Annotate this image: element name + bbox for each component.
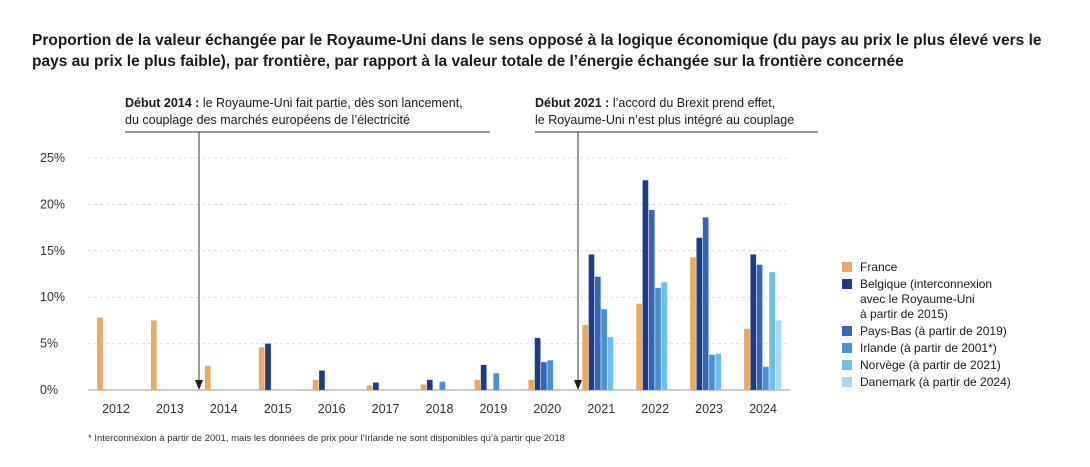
legend-swatch — [842, 360, 852, 370]
annotation-2021-line1: l’accord du Brexit prend effet, — [609, 96, 776, 110]
x-tick-label: 2020 — [533, 402, 561, 416]
annotation-2021-bold: Début 2021 : — [535, 96, 610, 110]
bar — [756, 264, 763, 390]
bar — [655, 287, 661, 390]
legend-item: Danemark (à partir de 2024) — [842, 375, 1052, 390]
legend-label-line: à partir de 2015) — [860, 307, 949, 321]
annotation-2021-line2: le Royaume-Uni n’est plus intégré au cou… — [535, 113, 795, 127]
bar — [258, 347, 265, 390]
legend-label-line: avec le Royaume-Uni — [860, 292, 975, 306]
legend-label-line: Irlande (à partir de 2001*) — [860, 341, 997, 355]
annotation-arrow-head — [195, 380, 203, 390]
bar — [372, 382, 379, 390]
legend-label: Irlande (à partir de 2001*) — [860, 341, 997, 356]
legend-swatch — [842, 279, 852, 289]
bar — [690, 257, 696, 390]
x-tick-label: 2023 — [695, 402, 723, 416]
bar — [534, 338, 541, 390]
legend-label: Danemark (à partir de 2024) — [860, 375, 1011, 390]
legend-swatch — [842, 262, 852, 272]
annotation-2014-line2: du couplage des marchés européens de l’é… — [125, 113, 410, 127]
bar — [493, 373, 500, 390]
y-tick-label: 25% — [40, 151, 65, 165]
y-tick-label: 10% — [40, 290, 65, 304]
bar — [439, 381, 446, 390]
x-tick-label: 2017 — [372, 402, 400, 416]
legend-label-line: Belgique (interconnexion — [860, 277, 993, 291]
bar — [702, 217, 709, 390]
bar — [594, 276, 601, 390]
bar — [744, 328, 750, 390]
y-tick-label: 15% — [40, 244, 65, 258]
bar — [636, 303, 642, 390]
bar — [696, 237, 703, 390]
bar — [474, 379, 481, 390]
legend-label: Norvège (à partir de 2021) — [860, 358, 1001, 373]
bar — [601, 309, 607, 390]
bar — [750, 254, 757, 390]
x-tick-label: 2015 — [264, 402, 292, 416]
x-tick-label: 2013 — [156, 402, 184, 416]
bar — [775, 320, 782, 390]
chart-title: Proportion de la valeur échangée par le … — [32, 32, 1042, 70]
annotation-2021: Début 2021 : l’accord du Brexit prend ef… — [535, 95, 794, 129]
x-tick-label: 2022 — [641, 402, 669, 416]
bar — [319, 370, 325, 390]
bar — [480, 364, 487, 390]
annotation-2014: Début 2014 : le Royaume-Uni fait partie,… — [125, 95, 463, 129]
chart-legend: France Belgique (interconnexion avec le Ro… — [842, 260, 1052, 392]
legend-item: Pays-Bas (à partir de 2019) — [842, 324, 1052, 339]
bar — [547, 360, 554, 390]
legend-label: Pays-Bas (à partir de 2019) — [860, 324, 1007, 339]
x-tick-label: 2012 — [102, 402, 130, 416]
legend-swatch — [842, 343, 852, 353]
bar — [312, 379, 319, 390]
y-tick-label: 5% — [40, 337, 58, 351]
x-tick-label: 2024 — [749, 402, 777, 416]
x-tick-label: 2014 — [210, 402, 238, 416]
bar — [715, 353, 722, 390]
legend-label-line: Danemark (à partir de 2024) — [860, 375, 1011, 389]
y-tick-label: 20% — [40, 197, 65, 211]
bar — [582, 325, 589, 390]
legend-item: Norvège (à partir de 2021) — [842, 358, 1052, 373]
bar — [426, 379, 433, 390]
bar — [642, 180, 649, 390]
x-tick-label: 2018 — [426, 402, 454, 416]
bar — [97, 317, 103, 390]
legend-item: Irlande (à partir de 2001*) — [842, 341, 1052, 356]
bar — [420, 384, 427, 390]
legend-label: France — [860, 260, 897, 275]
bar — [661, 282, 668, 390]
legend-label-line: Pays-Bas (à partir de 2019) — [860, 324, 1007, 338]
x-tick-label: 2019 — [480, 402, 508, 416]
bar — [151, 320, 157, 390]
legend-swatch — [842, 326, 852, 336]
bar — [648, 209, 655, 390]
legend-item: Belgique (interconnexion avec le Royaume-… — [842, 277, 1052, 322]
y-tick-label: 0% — [40, 383, 58, 397]
bar — [541, 362, 547, 390]
annotation-2014-line1: le Royaume-Uni fait partie, dès son lanc… — [199, 96, 463, 110]
footnote: * Interconnexion à partir de 2001, mais … — [88, 433, 565, 444]
bar — [769, 272, 775, 390]
legend-label-line: France — [860, 260, 898, 274]
x-tick-label: 2016 — [318, 402, 346, 416]
legend-label-line: Norvège (à partir de 2021) — [860, 358, 1001, 372]
bar — [265, 343, 271, 390]
legend-label: Belgique (interconnexion avec le Royaume-… — [860, 277, 992, 322]
x-tick-label: 2021 — [587, 402, 615, 416]
legend-item: France — [842, 260, 1052, 275]
legend-swatch — [842, 377, 852, 387]
bar — [204, 365, 211, 390]
bar — [528, 379, 535, 390]
bar — [709, 354, 715, 390]
bar — [588, 254, 595, 390]
bar — [607, 337, 614, 390]
bar — [366, 385, 373, 390]
bar — [763, 366, 769, 390]
annotation-arrow-head — [574, 380, 582, 390]
annotation-2014-bold: Début 2014 : — [125, 96, 200, 110]
